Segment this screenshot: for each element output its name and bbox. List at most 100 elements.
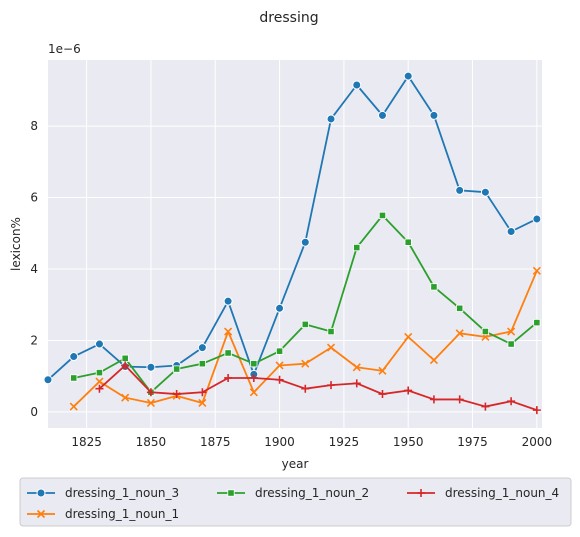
- data-point: [403, 71, 413, 81]
- data-point: [224, 373, 233, 382]
- data-point: [455, 395, 464, 404]
- data-point: [404, 238, 412, 246]
- y-axis-label: lexicon%: [9, 217, 23, 271]
- legend-label: dressing_1_noun_1: [65, 507, 179, 521]
- legend-item: dressing_1_noun_1: [27, 507, 179, 521]
- legend-box: [19, 477, 572, 527]
- data-point: [173, 365, 181, 373]
- legend-marker: [36, 509, 46, 519]
- data-point: [404, 386, 413, 395]
- plot-area: [48, 60, 542, 428]
- legend-label: dressing_1_noun_3: [65, 486, 179, 500]
- data-point: [172, 390, 181, 399]
- legend: dressing_1_noun_3 dressing_1_noun_2 dressi…: [19, 477, 572, 527]
- x-tick-label: 1825: [71, 435, 102, 449]
- x-tick-label: 1950: [393, 435, 424, 449]
- legend-label: dressing_1_noun_4: [445, 486, 559, 500]
- y-tick-label: 2: [30, 333, 38, 347]
- x-tick-label: 1925: [329, 435, 360, 449]
- x-axis-label: year: [282, 457, 309, 471]
- data-point: [301, 384, 310, 393]
- data-point: [353, 243, 361, 252]
- data-point: [532, 266, 541, 275]
- data-point: [378, 390, 387, 399]
- legend-marker: [417, 489, 425, 497]
- legend-label: dressing_1_noun_2: [255, 486, 369, 500]
- data-point: [352, 363, 361, 372]
- data-point: [377, 110, 387, 120]
- data-point: [327, 381, 336, 390]
- data-point: [455, 185, 465, 195]
- data-point: [455, 329, 464, 338]
- y-tick-label: 6: [30, 191, 38, 205]
- data-point: [198, 388, 207, 397]
- data-point: [430, 283, 438, 291]
- data-point: [429, 395, 438, 404]
- data-point: [94, 339, 104, 349]
- data-point: [70, 374, 78, 382]
- series-dressing_1_noun_3: [43, 71, 542, 385]
- data-point: [69, 402, 78, 411]
- data-point: [249, 373, 258, 382]
- data-point: [429, 356, 439, 365]
- data-point: [327, 327, 335, 336]
- data-point: [352, 379, 361, 388]
- x-tick-label: 2000: [522, 435, 553, 449]
- data-point: [198, 360, 206, 368]
- series-line: [98, 364, 538, 411]
- data-point: [378, 366, 387, 375]
- data-point: [507, 340, 515, 348]
- data-point: [121, 354, 129, 362]
- data-point: [326, 343, 336, 352]
- data-point: [275, 347, 284, 355]
- data-point: [43, 375, 53, 385]
- data-point: [507, 397, 516, 406]
- chart-title: dressing: [259, 10, 318, 26]
- data-point: [249, 388, 258, 397]
- data-point: [146, 388, 155, 397]
- data-point: [223, 296, 233, 306]
- data-point: [224, 327, 233, 336]
- legend-item: dressing_1_noun_3: [27, 486, 179, 500]
- data-point: [95, 384, 104, 393]
- legend-marker: [36, 488, 46, 498]
- series-layer: [43, 71, 542, 415]
- data-point: [326, 114, 336, 124]
- data-point: [301, 359, 310, 368]
- series-dressing_1_noun_4: [95, 361, 541, 415]
- data-point: [532, 406, 541, 415]
- data-point: [507, 327, 516, 336]
- y-tick-label: 8: [30, 119, 38, 133]
- data-point: [198, 398, 207, 408]
- data-point: [533, 319, 541, 327]
- data-point: [429, 110, 439, 120]
- data-point: [480, 187, 490, 197]
- y-scale-label: 1e−6: [48, 42, 81, 56]
- data-point: [146, 398, 155, 408]
- legend-item: dressing_1_noun_2: [217, 486, 369, 500]
- y-tick-labels: 0 2 4 6 8: [30, 119, 38, 419]
- x-tick-label: 1850: [136, 435, 167, 449]
- data-point: [481, 327, 489, 336]
- data-point: [121, 361, 130, 370]
- data-point: [95, 377, 104, 386]
- data-point: [404, 332, 413, 341]
- data-point: [301, 320, 309, 328]
- y-tick-label: 4: [30, 262, 38, 276]
- data-point: [352, 80, 362, 90]
- x-tick-labels: 1825 1850 1875 1900 1925 1950 1975 2000: [71, 435, 552, 449]
- data-point: [69, 352, 79, 362]
- x-tick-label: 1875: [200, 435, 231, 449]
- legend-marker: [227, 489, 235, 497]
- data-point: [275, 303, 285, 313]
- data-point: [95, 369, 104, 377]
- data-point: [532, 214, 542, 224]
- data-point: [121, 393, 130, 402]
- data-point: [250, 360, 258, 368]
- legend-item: dressing_1_noun_4: [407, 486, 559, 500]
- data-point: [481, 402, 490, 411]
- y-tick-label: 0: [30, 405, 38, 419]
- data-point: [378, 211, 387, 220]
- x-tick-label: 1900: [264, 435, 295, 449]
- data-point: [456, 304, 464, 312]
